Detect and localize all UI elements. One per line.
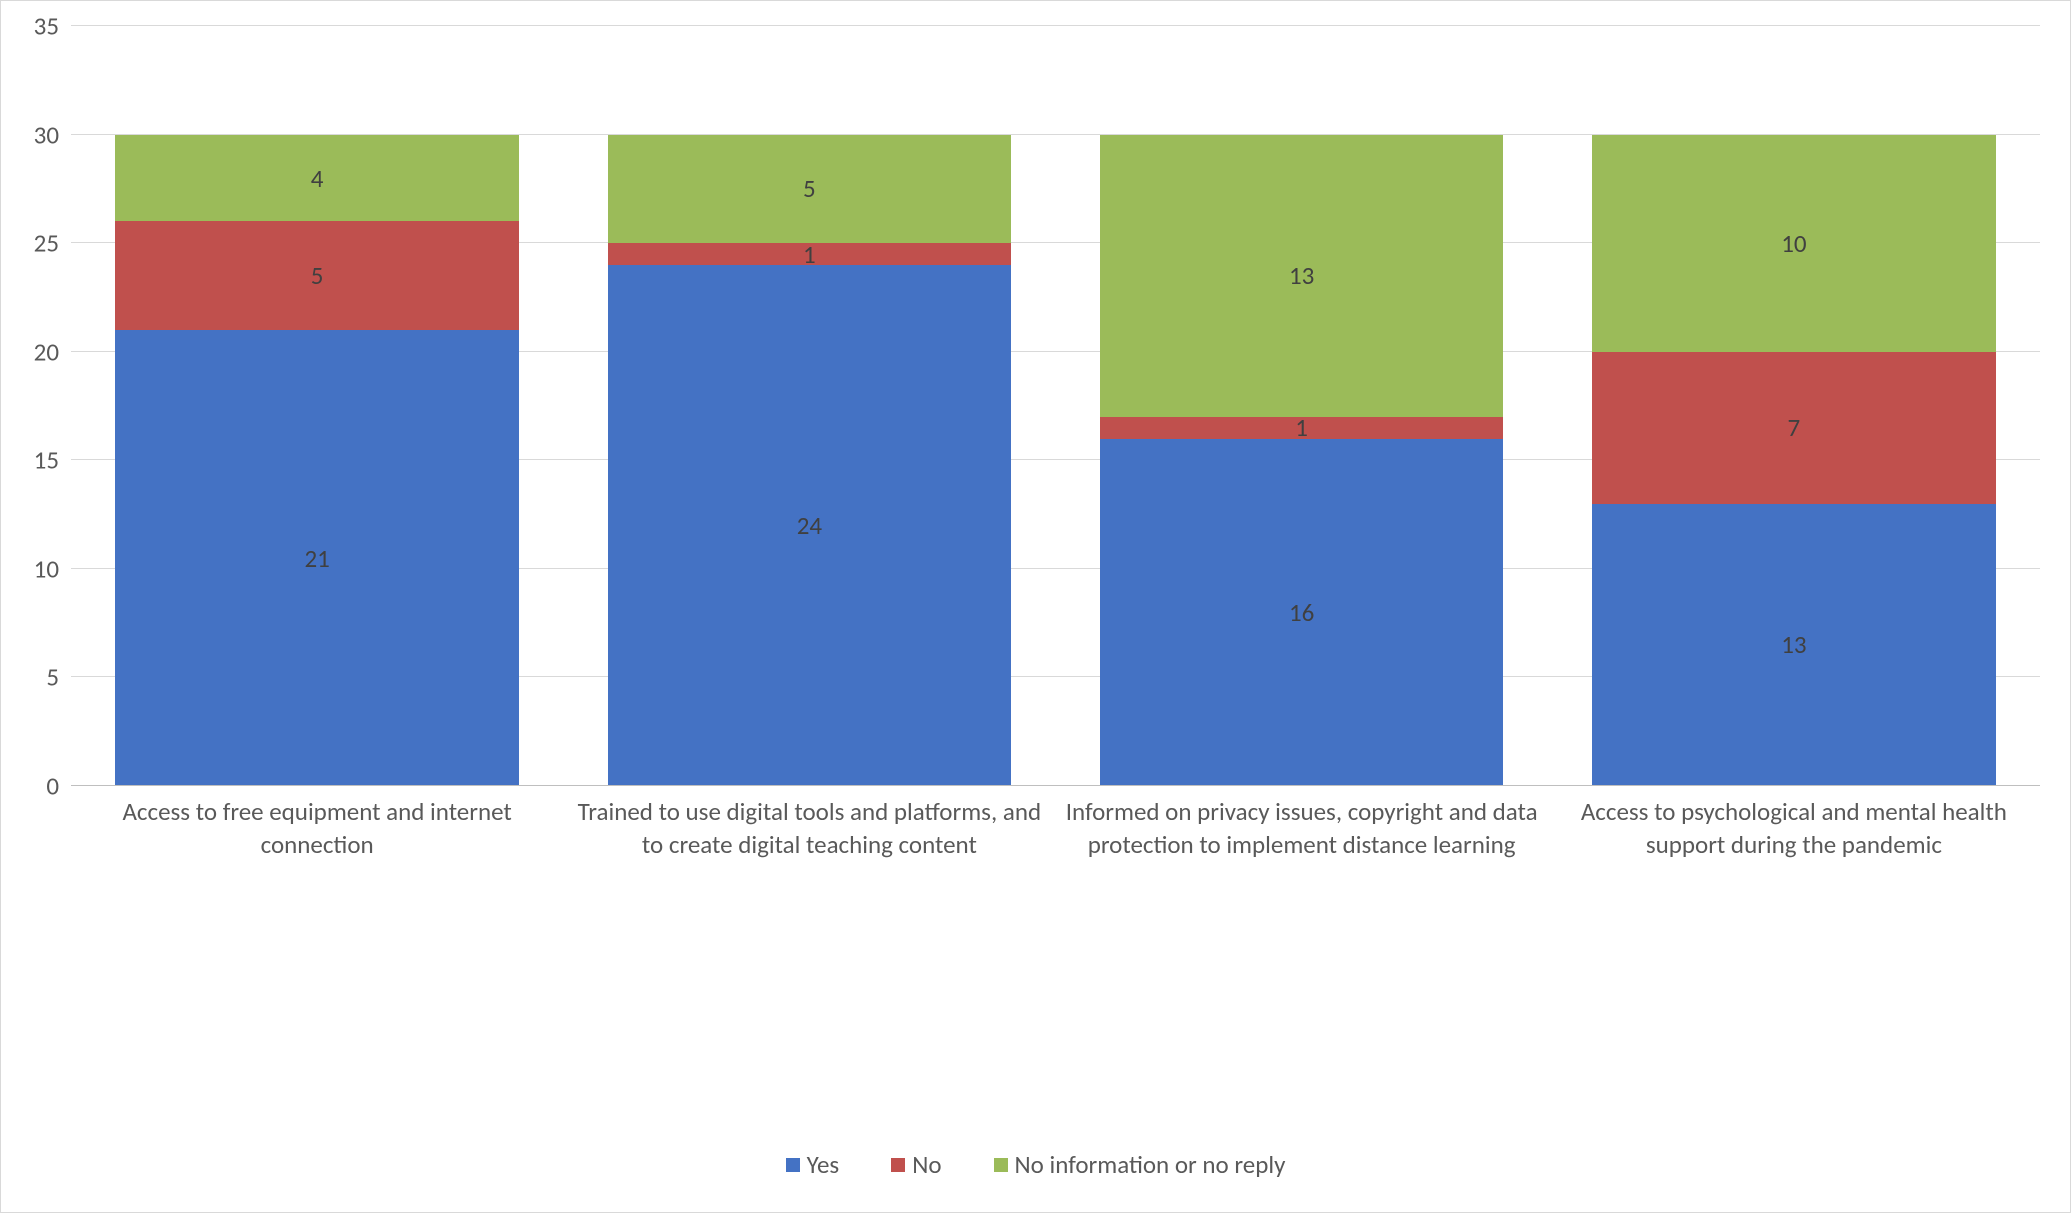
bar-group: 16113 (1056, 26, 1548, 786)
ytick-label: 5 (46, 662, 59, 693)
bar-segment: 5 (115, 221, 519, 330)
legend-swatch (786, 1158, 800, 1172)
bars-area: 215424151611313710 (71, 26, 2040, 786)
stacked-bar: 2154 (115, 26, 519, 786)
bar-segment: 16 (1100, 439, 1504, 786)
x-axis-label: Trained to use digital tools and platfor… (563, 796, 1055, 861)
legend-swatch (994, 1158, 1008, 1172)
ytick-label: 20 (34, 336, 59, 367)
x-axis-labels: Access to free equipment and internet co… (71, 796, 2040, 861)
ytick-label: 0 (46, 771, 59, 802)
stacked-bar: 13710 (1592, 26, 1996, 786)
legend-label: No (912, 1149, 941, 1180)
stacked-bar: 16113 (1100, 26, 1504, 786)
legend-label: Yes (807, 1149, 840, 1180)
bar-segment: 7 (1592, 352, 1996, 504)
chart-container: 05101520253035 215424151611313710 Access… (0, 0, 2071, 1213)
ytick-label: 15 (34, 445, 59, 476)
x-axis-line (71, 785, 2040, 786)
bar-segment: 4 (115, 135, 519, 222)
x-axis-label: Access to psychological and mental healt… (1548, 796, 2040, 861)
legend-label: No information or no reply (1015, 1149, 1286, 1180)
ytick-label: 10 (34, 553, 59, 584)
x-axis-label: Informed on privacy issues, copyright an… (1056, 796, 1548, 861)
legend-swatch (891, 1158, 905, 1172)
stacked-bar: 2415 (608, 26, 1012, 786)
bar-group: 13710 (1548, 26, 2040, 786)
bar-segment: 21 (115, 330, 519, 786)
ytick-label: 30 (34, 119, 59, 150)
bar-group: 2415 (563, 26, 1055, 786)
bar-group: 2154 (71, 26, 563, 786)
bar-segment: 1 (1100, 417, 1504, 439)
legend-item: No (891, 1149, 941, 1180)
legend: Yes No No information or no reply (1, 1149, 2070, 1180)
bar-segment: 10 (1592, 135, 1996, 352)
bar-segment: 13 (1592, 504, 1996, 786)
legend-item: No information or no reply (994, 1149, 1286, 1180)
bar-segment: 24 (608, 265, 1012, 786)
x-axis-label: Access to free equipment and internet co… (71, 796, 563, 861)
bar-segment: 13 (1100, 135, 1504, 417)
legend-item: Yes (786, 1149, 840, 1180)
bar-segment: 5 (608, 135, 1012, 244)
bar-segment: 1 (608, 243, 1012, 265)
ytick-label: 25 (34, 228, 59, 259)
plot-area: 05101520253035 215424151611313710 (71, 26, 2040, 786)
ytick-label: 35 (34, 11, 59, 42)
